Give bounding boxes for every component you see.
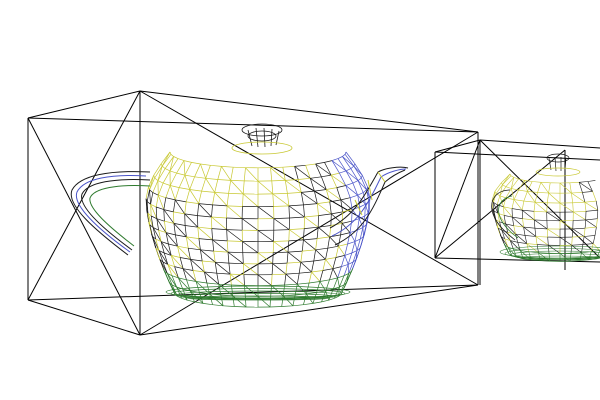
teapot-lid-knob-small	[535, 153, 581, 177]
teapot-mesh-large	[145, 151, 371, 308]
teapot-handle-large	[70, 171, 151, 256]
teapot-lid-knob-large	[231, 123, 293, 155]
teapot-spout-large	[329, 166, 409, 246]
teapot-handle-small	[491, 189, 519, 241]
teapot-mesh-small	[491, 173, 600, 262]
teapot-large	[27, 90, 479, 336]
bounding-box-small	[434, 139, 600, 285]
teapot-small	[434, 139, 600, 285]
